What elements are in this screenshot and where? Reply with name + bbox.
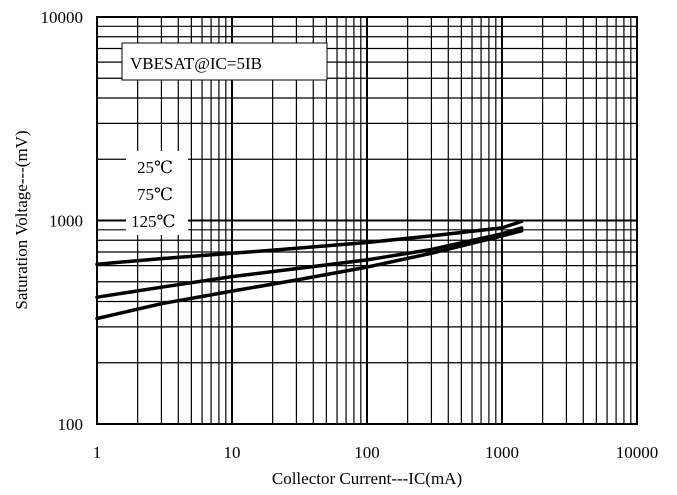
x-tick-label: 10000 <box>616 443 659 462</box>
x-tick-labels: 1 10 100 1000 10000 <box>93 443 659 462</box>
series-lines <box>95 219 524 321</box>
series-line-1 <box>95 229 524 321</box>
series-line-2 <box>95 226 524 299</box>
annotation-text: VBESAT@IC=5IB <box>130 54 262 73</box>
x-tick-label: 1 <box>93 443 102 462</box>
x-tick-label: 10 <box>224 443 241 462</box>
legend-background <box>126 151 188 235</box>
y-tick-labels: 100 1000 10000 <box>41 8 84 434</box>
y-tick-label: 10000 <box>41 8 84 27</box>
x-tick-label: 100 <box>354 443 380 462</box>
x-axis-label: Collector Current---IC(mA) <box>272 469 462 488</box>
x-tick-label: 1000 <box>485 443 519 462</box>
y-tick-label: 1000 <box>49 212 83 231</box>
annotation-box: VBESAT@IC=5IB <box>121 42 328 81</box>
plot-frame <box>96 16 638 425</box>
legend-entry-25c: 25℃ <box>137 158 173 177</box>
annotation-box-background <box>121 42 328 81</box>
legend-entry-125c: 125℃ <box>131 212 176 231</box>
y-tick-label: 100 <box>58 415 84 434</box>
legend: 25℃ 75℃ 125℃ <box>126 151 188 235</box>
series-line-3 <box>95 219 524 266</box>
legend-entry-75c: 75℃ <box>137 185 173 204</box>
y-axis-label: Saturation Voltage---(mV) <box>12 130 31 309</box>
